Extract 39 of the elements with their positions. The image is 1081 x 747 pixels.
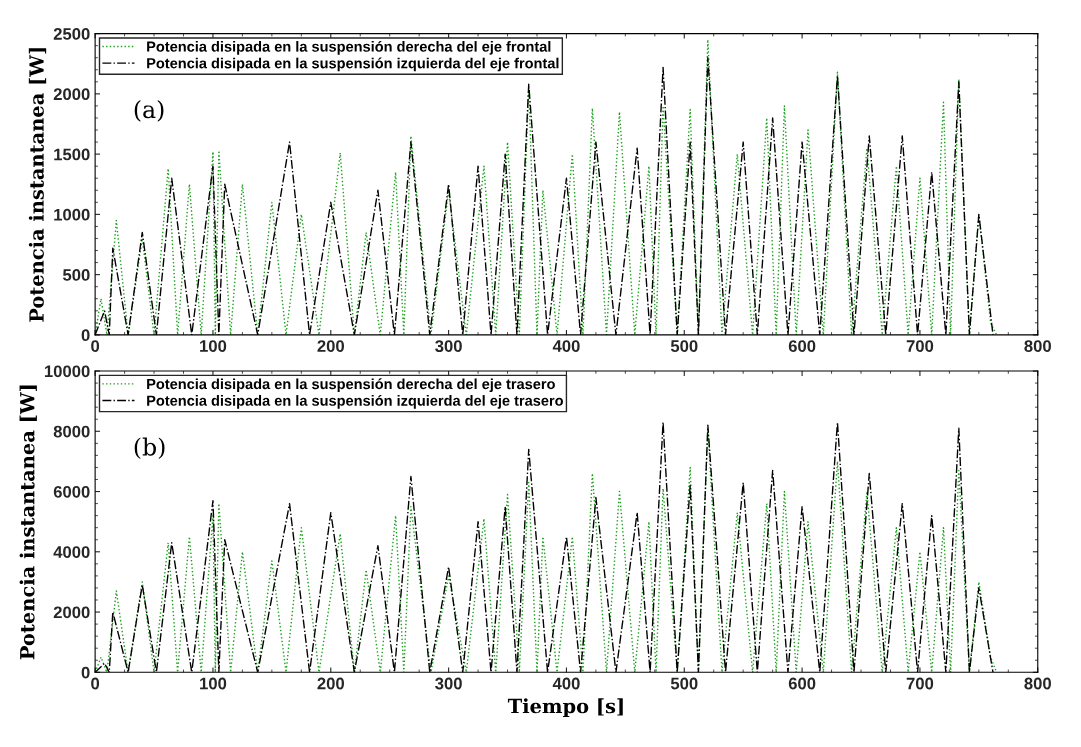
x-tick-label: 300: [435, 340, 462, 353]
legend-label: Potencia disipada en la suspensión izquierda del eje trasero: [147, 394, 563, 409]
y-tick-label: 0: [81, 329, 90, 342]
x-tick-label: 500: [670, 340, 698, 352]
legend-label: Potencia disipada en la suspensión izquierda del eje frontal: [147, 57, 559, 72]
x-tick-label: 700: [906, 340, 934, 352]
x-tick-label: 300: [435, 677, 462, 690]
y-axis-title: Potencia instantanea [W]: [28, 48, 47, 322]
x-axis-title: Tiempo [s]: [507, 698, 623, 718]
x-tick-label: 700: [906, 677, 934, 690]
x-tick-label: 0: [91, 677, 100, 690]
y-tick-label: 4000: [53, 546, 90, 558]
y-tick-label: 2000: [53, 88, 90, 101]
x-tick-label: 200: [317, 677, 345, 690]
x-tick-label: 0: [91, 340, 100, 352]
y-tick-label: 2000: [53, 606, 90, 619]
x-tick-label: 400: [552, 677, 580, 690]
legend-label: Potencia disipada en la suspensión derecha del eje trasero: [147, 378, 555, 393]
y-tick-label: 0: [81, 666, 90, 679]
y-tick-label: 500: [62, 269, 90, 281]
x-tick-label: 200: [317, 340, 345, 352]
y-tick-label: 2500: [53, 28, 90, 40]
y-tick-label: 1500: [54, 148, 90, 161]
x-tick-label: 600: [788, 677, 816, 690]
y-tick-label: 1000: [54, 208, 90, 221]
annotation: (b): [134, 437, 165, 460]
x-tick-label: 600: [788, 340, 816, 352]
y-tick-label: 8000: [53, 425, 90, 438]
x-tick-label: 400: [552, 340, 580, 352]
x-tick-label: 800: [1024, 677, 1051, 690]
x-tick-label: 500: [670, 677, 698, 690]
legend-label: Potencia disipada en la suspensión derecha del eje frontal: [147, 40, 551, 55]
annotation: (a): [134, 100, 164, 122]
x-tick-label: 800: [1024, 340, 1051, 352]
y-axis-title: Potencia instantanea [W]: [19, 385, 37, 660]
y-tick-label: 6000: [53, 485, 90, 498]
x-tick-label: 100: [200, 677, 227, 690]
x-tick-label: 100: [200, 340, 227, 352]
y-tick-label: 10000: [44, 365, 90, 378]
